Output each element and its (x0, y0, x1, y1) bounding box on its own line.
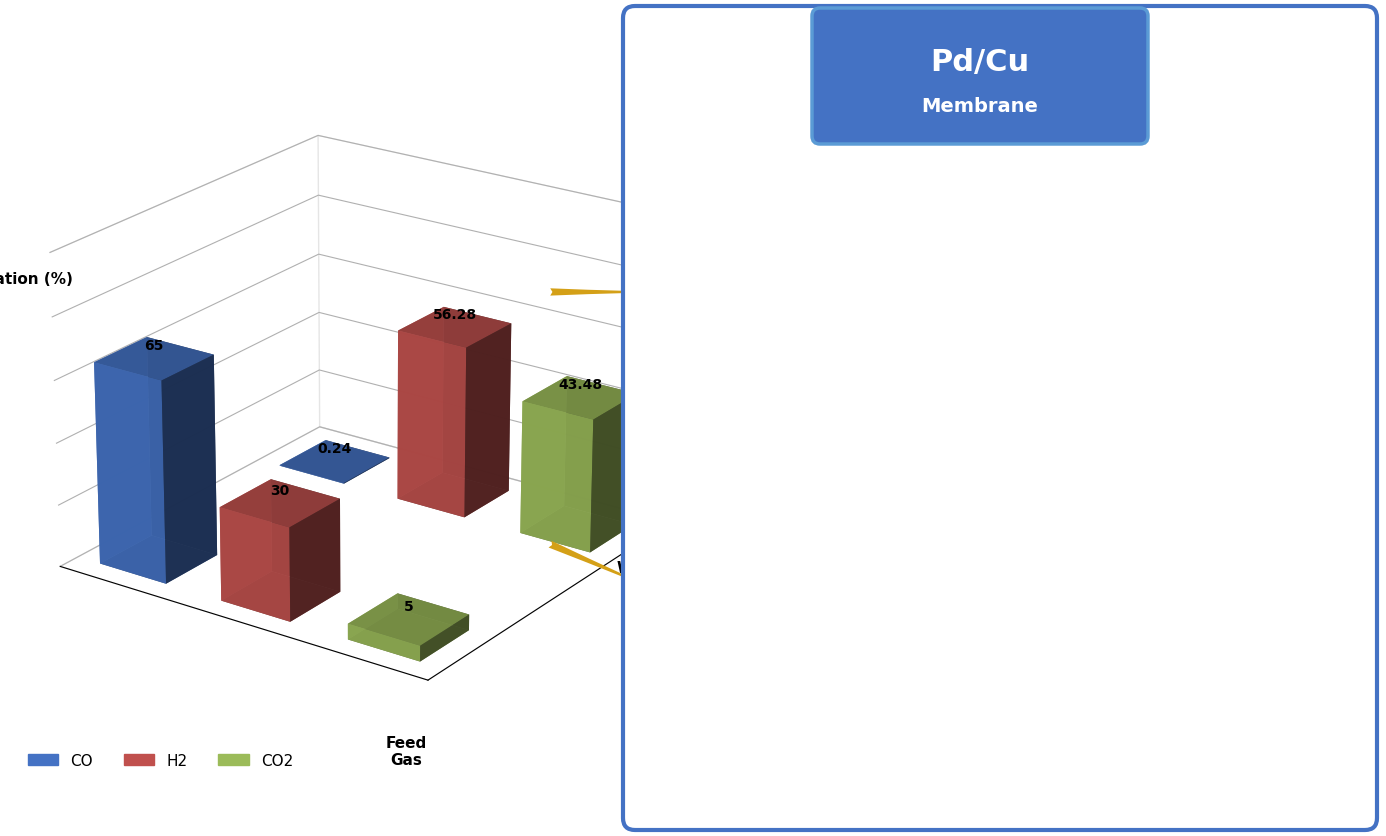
Text: Membrane: Membrane (922, 97, 1038, 116)
Text: Pd/Cu: Pd/Cu (930, 48, 1030, 76)
FancyBboxPatch shape (812, 9, 1148, 145)
FancyBboxPatch shape (622, 7, 1378, 830)
Legend: CO, H2, CO2: CO, H2, CO2 (22, 747, 299, 774)
Text: Retentate: Retentate (997, 767, 1096, 786)
Text: permeate: permeate (998, 433, 1095, 451)
